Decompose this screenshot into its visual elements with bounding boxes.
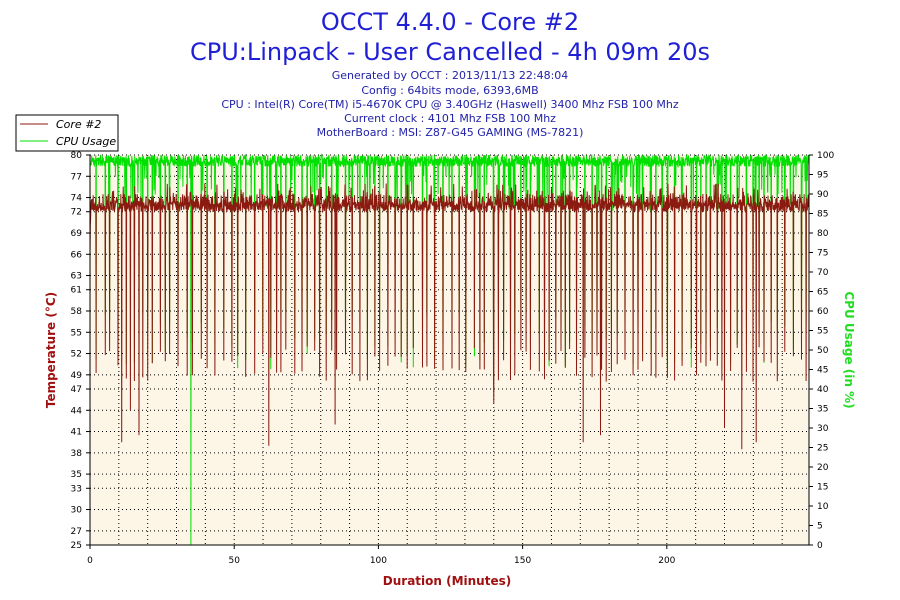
series-core2-line xyxy=(89,183,810,450)
tick-label-right: 80 xyxy=(817,229,829,239)
legend-label-cpu-usage: CPU Usage xyxy=(56,135,116,148)
tick-label-left: 49 xyxy=(71,371,83,381)
tick-label-left: 72 xyxy=(71,208,82,218)
tick-label-left: 30 xyxy=(71,506,83,516)
tick-label-left: 38 xyxy=(71,449,83,459)
info-config: Config : 64bits mode, 6393,6MB xyxy=(361,84,538,97)
tick-label-right: 85 xyxy=(817,210,828,220)
info-motherboard: MotherBoard : MSI: Z87-G45 GAMING (MS-78… xyxy=(317,126,584,139)
tick-label-left: 74 xyxy=(71,194,83,204)
tick-label-right: 90 xyxy=(817,190,829,200)
tick-label-right: 25 xyxy=(817,444,828,454)
tick-label-left: 69 xyxy=(71,229,83,239)
tick-label-left: 27 xyxy=(71,527,82,537)
tick-label-right: 0 xyxy=(817,541,823,551)
tick-label-left: 35 xyxy=(71,470,82,480)
y-axis-label-left: Temperature (°C) xyxy=(44,292,58,408)
info-generated: Generated by OCCT : 2013/11/13 22:48:04 xyxy=(332,69,569,82)
tick-label-left: 41 xyxy=(71,428,82,438)
plot-area xyxy=(90,155,809,545)
x-axis-label: Duration (Minutes) xyxy=(383,574,511,588)
info-clock: Current clock : 4101 Mhz FSB 100 Mhz xyxy=(344,112,556,125)
tick-label-right: 70 xyxy=(817,268,829,278)
legend-label-core2: Core #2 xyxy=(56,118,101,131)
tick-label-right: 100 xyxy=(817,151,834,161)
series-cpu-usage-line xyxy=(89,153,810,546)
tick-label-x: 200 xyxy=(658,556,675,566)
tick-label-left: 63 xyxy=(71,272,82,282)
grid xyxy=(90,154,809,546)
tick-label-x: 150 xyxy=(514,556,531,566)
tick-label-right: 95 xyxy=(817,171,828,181)
chart-subtitle: CPU:Linpack - User Cancelled - 4h 09m 20… xyxy=(190,38,710,66)
tick-label-right: 45 xyxy=(817,366,828,376)
tick-label-right: 10 xyxy=(817,502,829,512)
tick-label-right: 20 xyxy=(817,463,829,473)
tick-label-left: 33 xyxy=(71,484,82,494)
tick-label-left: 61 xyxy=(71,286,82,296)
tick-label-left: 77 xyxy=(71,172,82,182)
info-cpu: CPU : Intel(R) Core(TM) i5-4670K CPU @ 3… xyxy=(221,98,679,111)
tick-label-left: 55 xyxy=(71,328,82,338)
tick-label-left: 58 xyxy=(71,307,83,317)
chart-title: OCCT 4.4.0 - Core #2 xyxy=(321,8,579,36)
tick-label-right: 50 xyxy=(817,346,829,356)
tick-label-x: 0 xyxy=(87,556,93,566)
tick-label-left: 25 xyxy=(71,541,82,551)
tick-labels: 25 27 30 33 35 38 41 44 47 49 52 55 58 61 63 66 69 72 74 77… xyxy=(71,151,835,566)
tick-label-right: 55 xyxy=(817,327,828,337)
legend: Core #2 CPU Usage xyxy=(15,114,119,152)
tick-label-left: 66 xyxy=(71,250,83,260)
tick-label-left: 44 xyxy=(71,406,83,416)
tick-label-right: 60 xyxy=(817,307,829,317)
tick-label-right: 35 xyxy=(817,405,828,415)
tick-label-right: 65 xyxy=(817,288,828,298)
tick-label-right: 40 xyxy=(817,385,829,395)
tick-label-right: 15 xyxy=(817,483,828,493)
y-axis-label-right: CPU Usage (in %) xyxy=(842,291,856,408)
series-layer xyxy=(89,153,810,546)
tick-label-left: 80 xyxy=(71,151,83,161)
tick-label-right: 75 xyxy=(817,249,828,259)
tick-label-x: 100 xyxy=(370,556,387,566)
tick-label-left: 47 xyxy=(71,385,82,395)
tick-label-left: 52 xyxy=(71,350,82,360)
tick-label-x: 50 xyxy=(228,556,240,566)
tick-label-right: 30 xyxy=(817,424,829,434)
legend-box xyxy=(15,114,119,152)
tick-label-right: 5 xyxy=(817,522,823,532)
